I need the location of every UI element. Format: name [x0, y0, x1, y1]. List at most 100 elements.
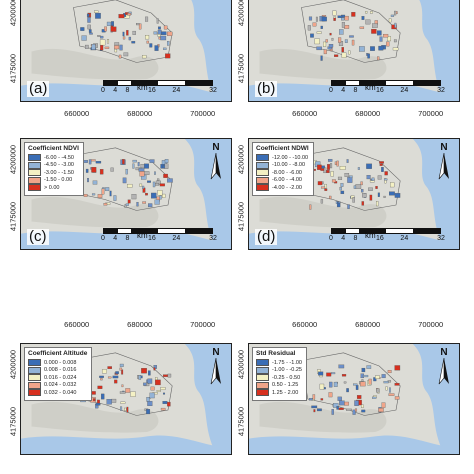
land-parcel: [320, 168, 325, 171]
map-panel: 0 4 8 16 24 32 km (b): [248, 0, 460, 102]
land-parcel: [167, 31, 173, 36]
legend-item: 0.008 - 0.016: [28, 366, 87, 375]
legend-item-label: 0.000 - 0.008: [44, 359, 77, 366]
land-parcel: [165, 53, 171, 59]
land-parcel: [323, 41, 327, 47]
land-parcel: [86, 13, 90, 17]
land-parcel: [119, 44, 123, 51]
land-parcel: [379, 161, 384, 164]
legend-item-label: 0.50 - 1.25: [272, 382, 299, 389]
scale-segment: [185, 81, 212, 85]
map-legend: Std Residual -1.75 - -1.00 -1.00 - -0.25 -0…: [252, 347, 307, 401]
scale-segment: [117, 81, 131, 85]
land-parcel: [352, 409, 356, 415]
land-parcel: [388, 393, 395, 396]
land-parcel: [337, 37, 342, 43]
land-parcel: [384, 171, 388, 176]
land-parcel: [111, 21, 115, 27]
land-parcel: [121, 369, 124, 375]
north-label: N: [212, 142, 220, 153]
land-parcel: [307, 25, 311, 31]
legend-swatch: [256, 389, 269, 397]
land-parcel: [347, 177, 353, 183]
land-parcel: [132, 159, 137, 163]
land-parcel: [383, 178, 388, 181]
scale-bar: 0 4 8 16 24 32: [329, 228, 445, 243]
land-parcel: [138, 375, 142, 380]
land-parcel: [159, 183, 165, 187]
land-parcel: [339, 29, 344, 35]
land-parcel: [118, 54, 122, 59]
land-parcel: [119, 367, 123, 371]
land-parcel: [381, 167, 384, 172]
scale-bar-ticks: 0 4 8 16 24 32: [329, 234, 445, 243]
land-parcel: [341, 374, 347, 377]
map-panel: Coefficient NDWI -12.00 - -10.00 -10.00 - …: [248, 138, 460, 250]
land-parcel: [359, 46, 365, 52]
land-parcel: [338, 364, 345, 369]
land-parcel: [89, 32, 93, 35]
land-parcel: [130, 391, 136, 397]
land-parcel: [393, 10, 397, 16]
land-parcel: [361, 189, 364, 193]
scale-segment: [332, 81, 346, 85]
north-arrow: N: [437, 143, 451, 186]
scale-bar: 0 4 8 16 24 32: [101, 228, 217, 243]
land-parcel: [360, 181, 363, 186]
land-parcel: [80, 27, 85, 31]
scale-tick-label: 24: [400, 235, 409, 242]
land-parcel: [346, 388, 349, 393]
scale-tick-label: 16: [375, 87, 384, 94]
land-parcel: [156, 18, 159, 24]
land-parcel: [366, 163, 372, 169]
land-parcel: [112, 375, 119, 379]
land-parcel: [152, 181, 156, 188]
land-parcel: [88, 159, 92, 165]
land-parcel: [127, 199, 131, 204]
land-parcel: [146, 397, 150, 402]
scale-segment: [158, 229, 185, 233]
land-parcel: [113, 195, 117, 201]
land-parcel: [106, 21, 111, 26]
land-parcel: [339, 400, 345, 406]
land-parcel: [371, 177, 375, 181]
land-parcel: [369, 194, 373, 201]
land-parcel: [162, 401, 168, 404]
land-parcel: [106, 39, 110, 44]
land-parcel: [329, 195, 332, 200]
x-axis-tick: 700000: [418, 109, 444, 118]
land-parcel: [319, 383, 325, 390]
scale-tick-label: 8: [125, 87, 130, 94]
land-parcel: [151, 192, 157, 199]
land-parcel: [122, 177, 127, 184]
sea-area: [21, 230, 231, 249]
scale-tick-label: 0: [329, 235, 333, 242]
legend-item: -1.75 - -1.00: [256, 359, 302, 367]
land-parcel: [126, 30, 129, 36]
land-parcel: [87, 24, 91, 30]
land-parcel: [115, 371, 119, 375]
land-parcel: [323, 49, 327, 55]
scale-tick-label: 4: [341, 235, 346, 242]
scale-tick-label: 32: [209, 235, 217, 242]
land-parcel: [344, 173, 350, 177]
basemap: [249, 344, 459, 454]
legend-item: 0.016 - 0.024: [28, 374, 87, 382]
land-parcel: [91, 193, 96, 196]
north-label: N: [440, 347, 448, 358]
sea-area: [191, 0, 231, 101]
study-area-boundary: [73, 0, 173, 63]
scale-tick-label: 32: [437, 235, 445, 242]
scale-segment: [131, 229, 158, 233]
land-parcel: [329, 32, 332, 36]
legend-item-label: 0.016 - 0.024: [44, 374, 77, 381]
land-parcel: [329, 381, 333, 388]
map-panel: Coefficient Altitude 0.000 - 0.008 0.008 -…: [20, 343, 232, 455]
legend-item-label: -1.50 - 0.00: [44, 177, 73, 184]
land-parcel: [138, 23, 142, 30]
land-parcel: [378, 45, 384, 51]
land-parcel: [157, 26, 161, 30]
legend-swatch: [256, 154, 269, 162]
legend-swatch: [28, 374, 41, 382]
land-parcel: [325, 39, 328, 43]
